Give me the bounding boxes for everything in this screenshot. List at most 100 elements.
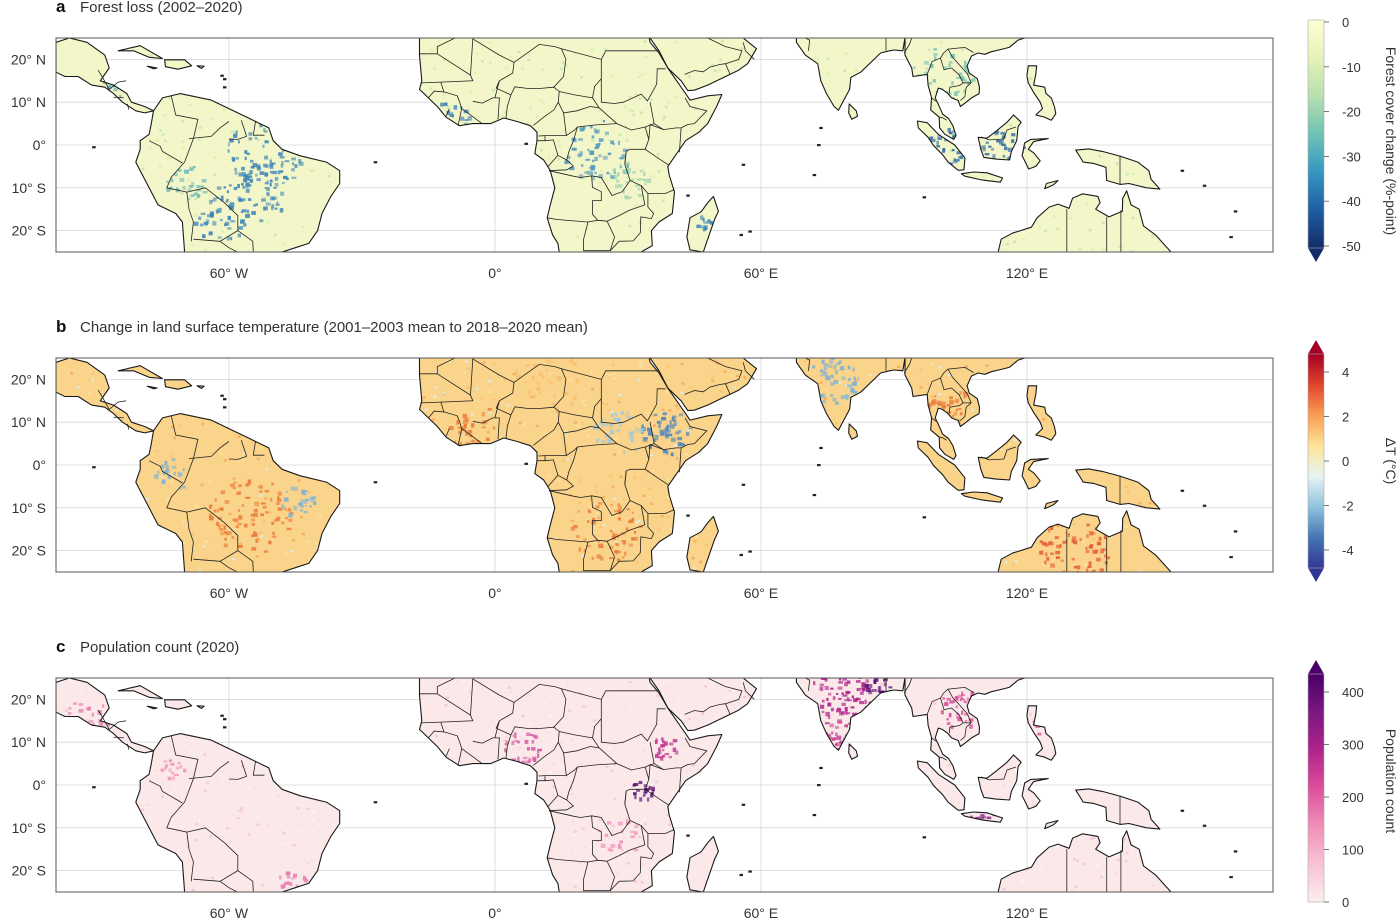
lat-tick-label: 10° S (12, 180, 46, 196)
panel-title: Population count (2020) (80, 639, 239, 656)
land-centralAmerica (56, 678, 154, 753)
colorbar-extend-top (1308, 340, 1324, 354)
colorbar-gradient (1307, 19, 1325, 249)
land-australia (998, 830, 1171, 892)
coastlines (56, 678, 1238, 892)
colorbar-title: ΔT (°C) (1383, 438, 1399, 485)
country-borders (97, 38, 1122, 252)
lon-tick-label: 120° E (1006, 585, 1048, 601)
land-seAsia (905, 358, 1025, 460)
land-madagascar (686, 836, 719, 892)
panel-title: Forest loss (2002–2020) (80, 0, 243, 16)
panel-letter: c (56, 637, 65, 656)
lon-tick-label: 0° (488, 905, 501, 918)
land-arabia (650, 358, 757, 411)
lon-tick-label: 60° E (744, 585, 778, 601)
colorbar-tick-label: 0 (1342, 895, 1349, 910)
lon-tick-label: 120° E (1006, 905, 1048, 918)
lat-tick-label: 0° (33, 137, 46, 153)
colorbar-extend-top (1308, 660, 1324, 674)
land-africa (419, 678, 722, 892)
colorbar-title: Population count (1383, 729, 1399, 833)
colorbar: 4 2 0 -2 -4 ΔT (°C) (1307, 340, 1399, 582)
colorbar-tick-label: -50 (1342, 239, 1361, 254)
map-frame (55, 357, 1274, 573)
colorbar-tick-label: 4 (1342, 365, 1349, 380)
land-newGuinea (1075, 148, 1160, 190)
land-southAmerica (135, 93, 340, 252)
colorbar-tick-label: 100 (1342, 843, 1364, 858)
land-fill (56, 358, 1171, 572)
lat-tick-label: 20° S (12, 223, 46, 239)
colorbar: 400 300 200 100 0 Population count (1307, 660, 1399, 910)
land-india (796, 38, 905, 111)
land-fill (56, 678, 1171, 892)
lon-tick-label: 60° W (210, 585, 249, 601)
land-sulawesi (1022, 458, 1049, 489)
lon-tick-label: 0° (488, 265, 501, 281)
colorbar-tick-label: 0 (1342, 454, 1349, 469)
lat-tick-label: 10° N (11, 414, 46, 430)
lon-tick-label: 120° E (1006, 265, 1048, 281)
country-borders (97, 358, 1122, 572)
land-sriLanka (848, 103, 858, 120)
colorbar-tick-label: -4 (1342, 543, 1354, 558)
lon-tick-label: 60° E (744, 905, 778, 918)
map-panel-a: 20° N 10° N 0° 10° S 20° S 60° W 0° 60° E 120° E… (11, 0, 1399, 281)
colorbar-tick-label: 2 (1342, 410, 1349, 425)
land-centralAmerica (56, 38, 154, 113)
land-seAsia (905, 38, 1025, 140)
land-philippines (1026, 385, 1056, 441)
colorbar-extend-bottom (1308, 568, 1324, 582)
lat-tick-label: 20° N (11, 691, 46, 707)
land-madagascar (686, 516, 719, 572)
coastlines (56, 38, 1238, 252)
country-borders (97, 678, 1122, 892)
lat-tick-label: 20° S (12, 863, 46, 879)
land-india (796, 678, 905, 751)
panel-letter: a (56, 0, 66, 16)
land-southAmerica (135, 733, 340, 892)
lat-tick-label: 10° N (11, 734, 46, 750)
land-sumatra (917, 121, 965, 171)
land-sulawesi (1022, 778, 1049, 809)
colorbar-extend-bottom (1308, 248, 1324, 262)
land-australia (998, 190, 1171, 252)
lon-tick-label: 0° (488, 585, 501, 601)
lat-tick-label: 20° S (12, 543, 46, 559)
land-borneo (978, 755, 1022, 800)
colorbar-gradient (1307, 673, 1325, 903)
lon-tick-label: 60° W (210, 905, 249, 918)
lat-tick-label: 0° (33, 457, 46, 473)
colorbar-tick-label: -10 (1342, 60, 1361, 75)
colorbar-tick-label: -30 (1342, 149, 1361, 164)
land-madagascar (686, 196, 719, 252)
land-sulawesi (1022, 138, 1049, 169)
colorbar-tick-label: 0 (1342, 15, 1349, 30)
panel-title: Change in land surface temperature (2001… (80, 319, 588, 336)
land-java (961, 172, 1003, 183)
panel-letter: b (56, 317, 66, 336)
lat-tick-label: 20° N (11, 371, 46, 387)
colorbar-tick-label: -20 (1342, 105, 1361, 120)
land-africa (419, 38, 722, 252)
map-panel-b: 20° N 10° N 0° 10° S 20° S 60° W 0° 60° E 120° E… (11, 317, 1399, 601)
colorbar-tick-label: 400 (1342, 685, 1364, 700)
lat-tick-label: 0° (33, 777, 46, 793)
map-frame (55, 37, 1274, 253)
land-newGuinea (1075, 788, 1160, 830)
map-panel-c: 20° N 10° N 0° 10° S 20° S 60° W 0° 60° E 120° E… (11, 637, 1399, 918)
colorbar: 0 -10 -20 -30 -40 -50 Forest cover change (%-p… (1307, 15, 1399, 262)
map-frame (55, 677, 1274, 893)
land-arabia (650, 38, 757, 91)
lon-tick-label: 60° W (210, 265, 249, 281)
land-java (961, 492, 1003, 503)
lat-tick-label: 10° N (11, 94, 46, 110)
lat-tick-label: 20° N (11, 51, 46, 67)
lat-tick-label: 10° S (12, 820, 46, 836)
land-fill (56, 38, 1171, 252)
coastlines (56, 358, 1238, 572)
land-centralAmerica (56, 358, 154, 433)
colorbar-tick-label: 300 (1342, 738, 1364, 753)
